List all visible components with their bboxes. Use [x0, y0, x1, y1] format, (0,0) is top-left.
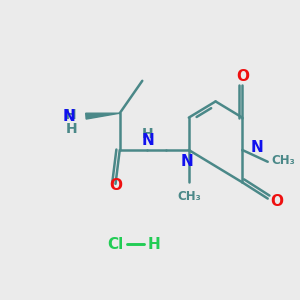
Text: H: H	[142, 127, 154, 141]
Text: Cl: Cl	[108, 237, 124, 252]
Text: H: H	[64, 108, 76, 122]
Text: H: H	[65, 122, 77, 136]
Text: N: N	[181, 154, 194, 169]
Text: O: O	[270, 194, 283, 209]
Text: O: O	[236, 69, 249, 84]
Text: O: O	[109, 178, 122, 193]
Text: N: N	[62, 109, 75, 124]
Text: CH₃: CH₃	[177, 190, 201, 203]
Text: CH₃: CH₃	[271, 154, 295, 167]
Polygon shape	[86, 113, 120, 119]
Text: N: N	[141, 133, 154, 148]
Text: H: H	[148, 237, 161, 252]
Text: N: N	[250, 140, 263, 155]
